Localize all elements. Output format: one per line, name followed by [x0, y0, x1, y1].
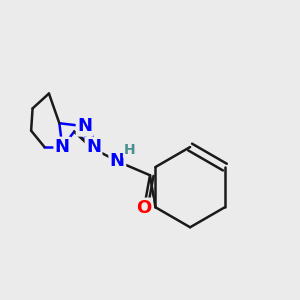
Text: N: N	[77, 117, 92, 135]
Text: H: H	[124, 143, 136, 157]
Text: N: N	[86, 138, 101, 156]
Text: N: N	[110, 152, 125, 170]
Text: O: O	[136, 199, 152, 217]
Text: N: N	[55, 138, 70, 156]
